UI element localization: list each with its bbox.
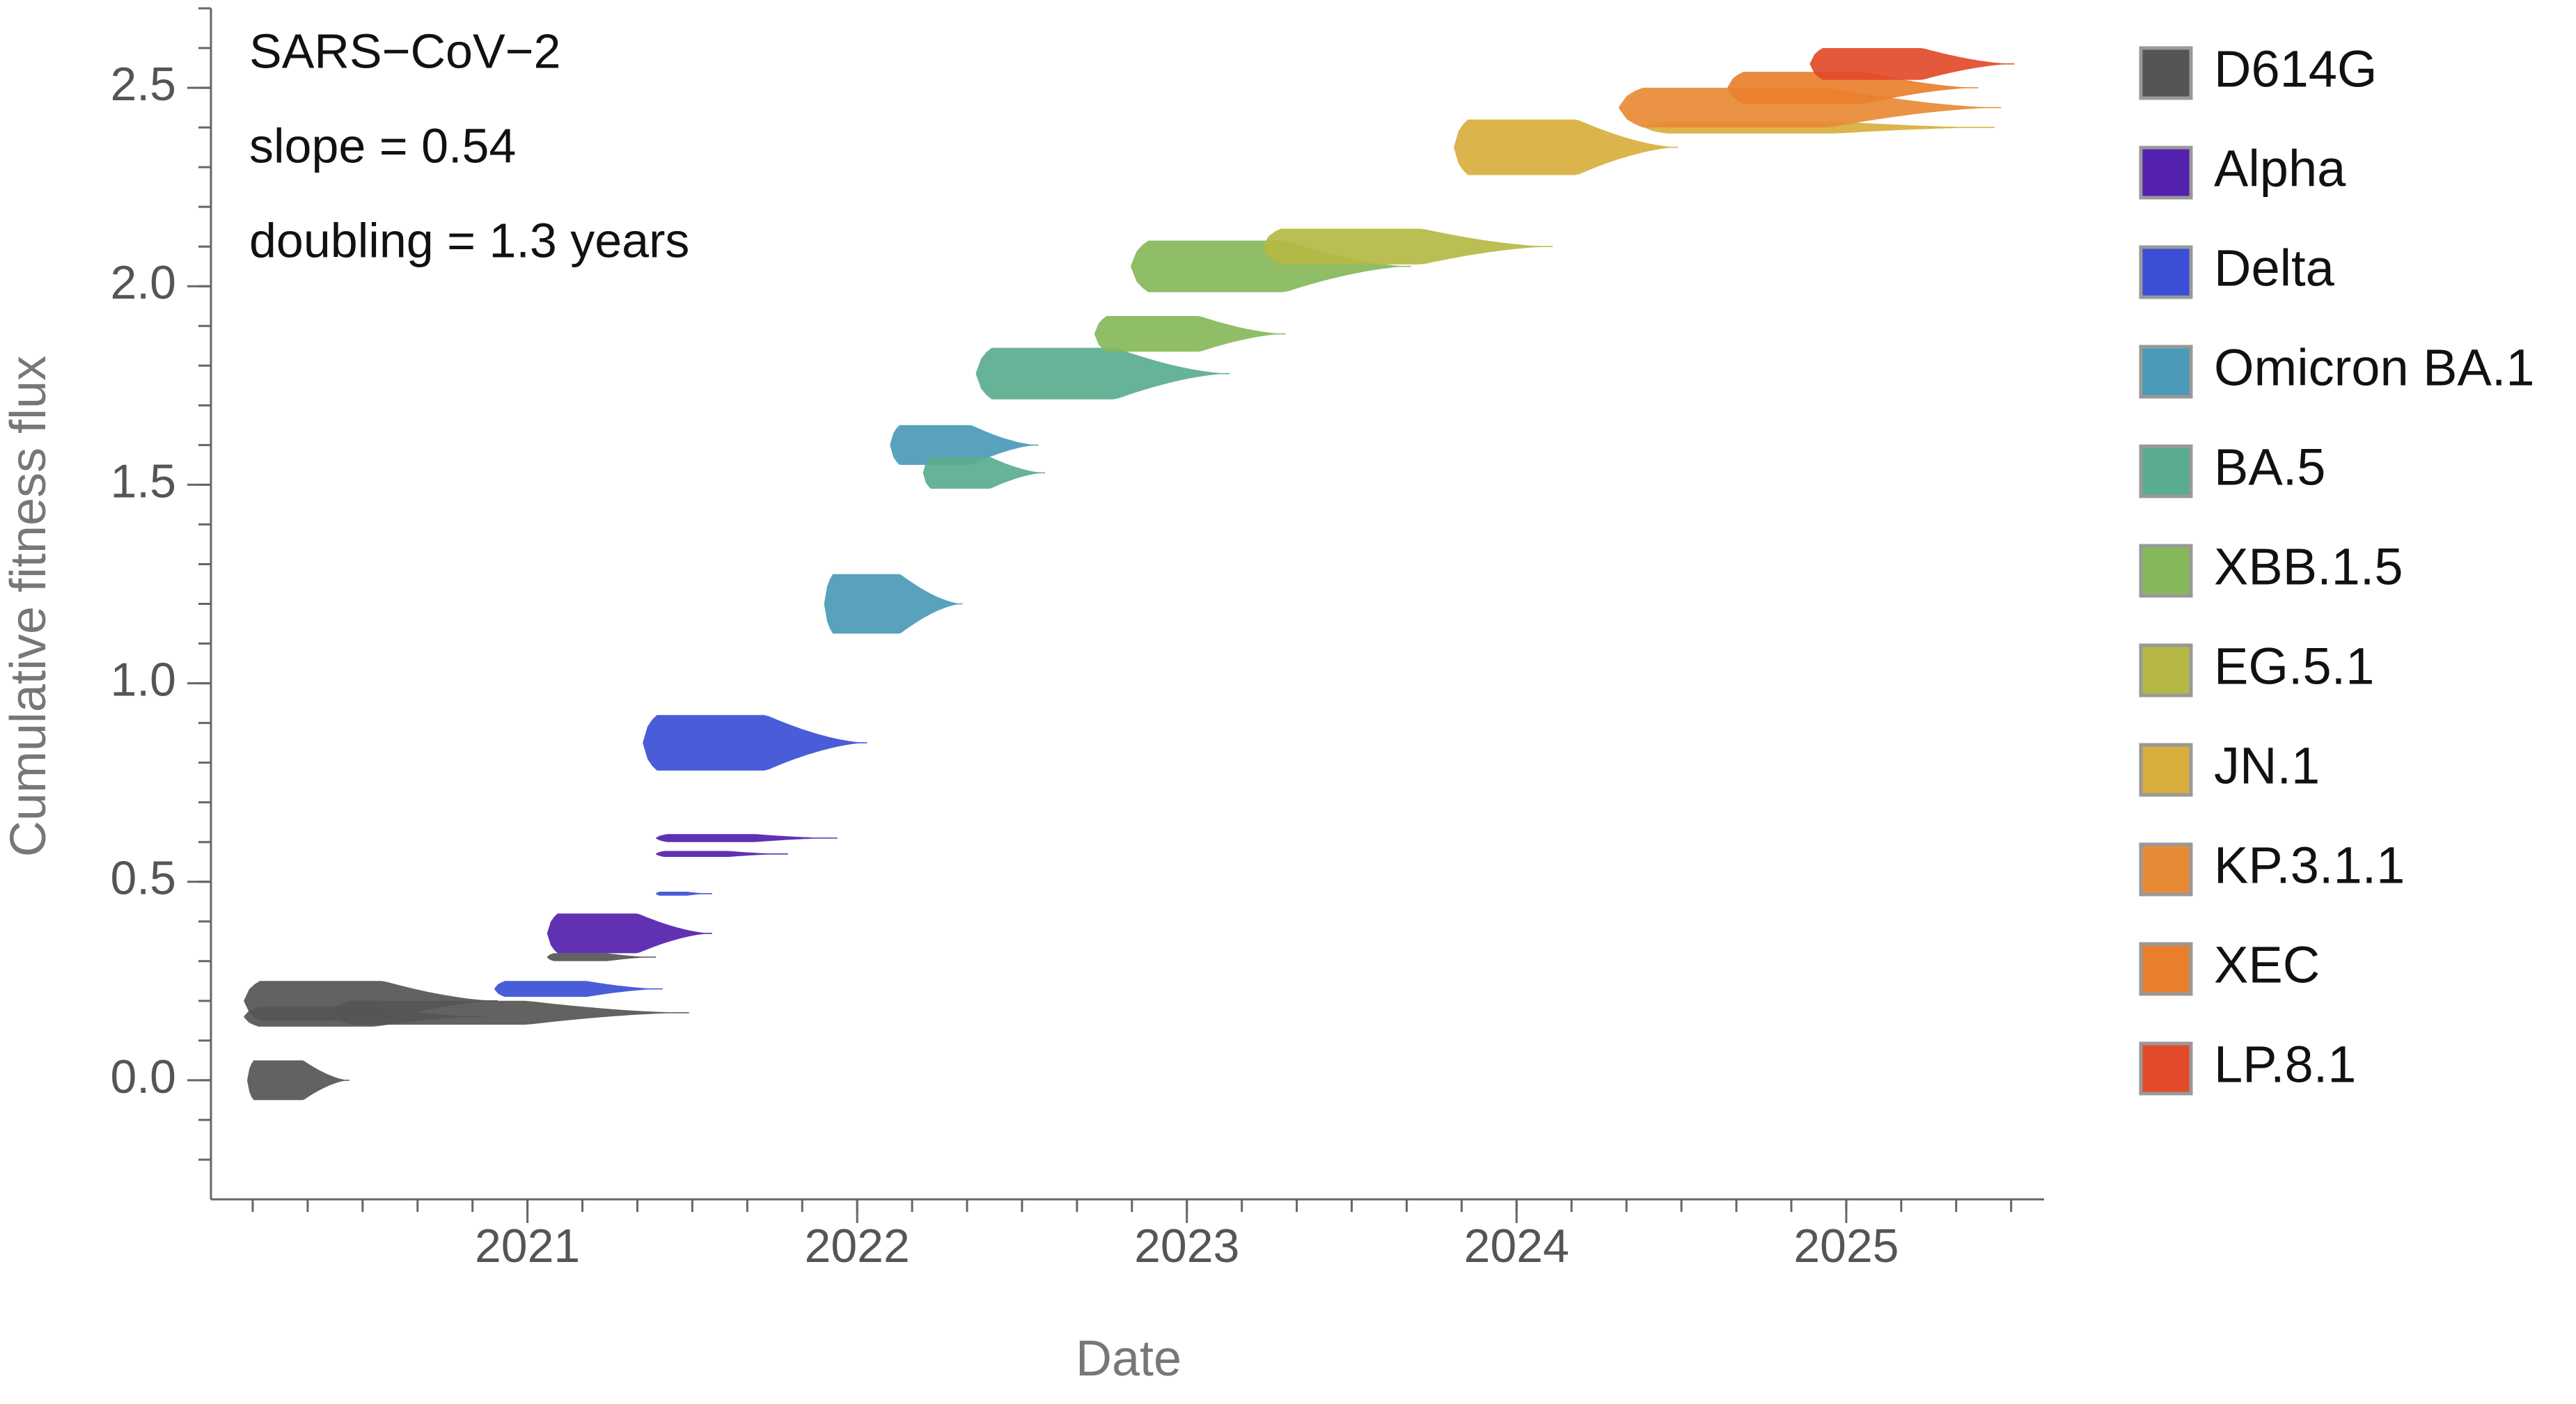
x-axis-label: Date [1076,1331,1181,1387]
legend-swatch [2139,544,2193,598]
fitness-blob [1131,240,1411,292]
legend-swatch [2139,743,2193,797]
fitness-blob [890,425,1039,465]
y-tick-label: 0.0 [110,1050,176,1103]
x-tick-label: 2024 [1464,1220,1569,1272]
fitness-blob [643,715,867,771]
legend-label: Alpha [2214,140,2346,198]
x-tick-label: 2022 [805,1220,910,1272]
legend-swatch [2139,942,2193,996]
legend-swatch [2139,145,2193,200]
legend-label: BA.5 [2214,439,2325,496]
legend-swatch [2139,444,2193,498]
legend-label: XEC [2214,936,2320,994]
fitness-blob [1809,48,2015,80]
fitness-blob [1454,119,1679,175]
legend-label: Delta [2214,239,2335,297]
x-tick-label: 2025 [1793,1220,1899,1272]
legend-swatch [2139,842,2193,897]
x-tick-label: 2021 [475,1220,580,1272]
fitness-blob [922,457,1046,489]
annotation: slope = 0.54 [249,118,516,173]
legend-label: XBB.1.5 [2214,538,2403,596]
legend-swatch [2139,1041,2193,1096]
x-tick-label: 2023 [1134,1220,1239,1272]
legend-label: EG.5.1 [2214,638,2374,695]
fitness-blob [1727,72,1979,104]
fitness-blob [547,953,657,961]
fitness-blob [656,851,788,858]
legend-label: Omicron BA.1 [2214,339,2535,397]
annotation: doubling = 1.3 years [249,213,689,267]
y-tick-label: 0.5 [110,852,176,905]
legend-swatch [2139,345,2193,399]
fitness-blob [494,981,663,997]
legend-swatch [2139,245,2193,299]
legend-swatch [2139,643,2193,697]
fitness-blob [247,1060,350,1101]
legend-label: LP.8.1 [2214,1036,2356,1094]
annotation: SARS−CoV−2 [249,24,560,78]
y-tick-label: 2.5 [110,58,176,111]
fitness-blob [1262,228,1553,265]
fitness-blob [975,347,1230,400]
fitness-blob [656,834,838,842]
y-axis-label: Cumulative fitness flux [1,356,56,857]
fitness-blob [1094,316,1286,352]
legend-label: JN.1 [2214,737,2320,795]
fitness-blob [329,1000,689,1025]
fitness-blob [547,913,712,954]
y-tick-label: 1.5 [110,455,176,507]
y-tick-label: 2.0 [110,256,176,309]
legend-label: KP.3.1.1 [2214,837,2405,894]
legend-label: D614G [2214,40,2377,98]
fitness-blob [1619,88,2002,128]
y-tick-label: 1.0 [110,654,176,707]
fitness-blob [656,892,712,896]
fitness-blob [824,574,963,634]
legend-swatch [2139,46,2193,100]
